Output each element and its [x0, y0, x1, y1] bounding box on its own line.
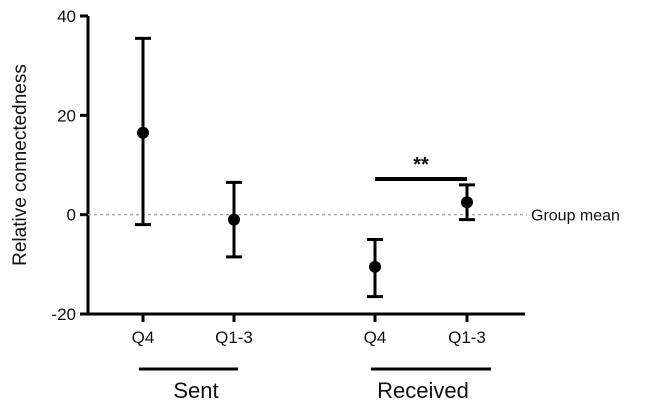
mean-point — [137, 126, 149, 139]
x-category-label: Q1-3 — [215, 328, 253, 347]
y-axis-title: Relative connectedness — [10, 64, 31, 266]
labels: -20 0 20 40 Relative connectedness Group mean… — [10, 7, 620, 403]
error-bar-point — [367, 238, 383, 299]
x-category-label: Q4 — [132, 328, 155, 347]
y-tick-label: 40 — [57, 7, 76, 26]
significance-label: ** — [413, 154, 429, 176]
error-bar-point — [226, 180, 242, 259]
x-category-label: Q4 — [364, 328, 387, 347]
y-tick-label: -20 — [51, 305, 76, 324]
y-tick-label: 20 — [57, 106, 76, 125]
y-tick-label: 0 — [67, 206, 76, 225]
axes — [80, 14, 525, 371]
group-label: Sent — [173, 378, 218, 403]
mean-point — [461, 196, 473, 209]
x-category-label: Q1-3 — [448, 328, 486, 347]
mean-point — [369, 260, 381, 273]
data-marks — [135, 36, 475, 299]
error-bar-point — [135, 36, 151, 227]
group-mean-label: Group mean — [531, 208, 620, 225]
group-label: Received — [377, 378, 469, 403]
error-bar-point — [459, 183, 475, 222]
mean-point — [228, 213, 240, 226]
